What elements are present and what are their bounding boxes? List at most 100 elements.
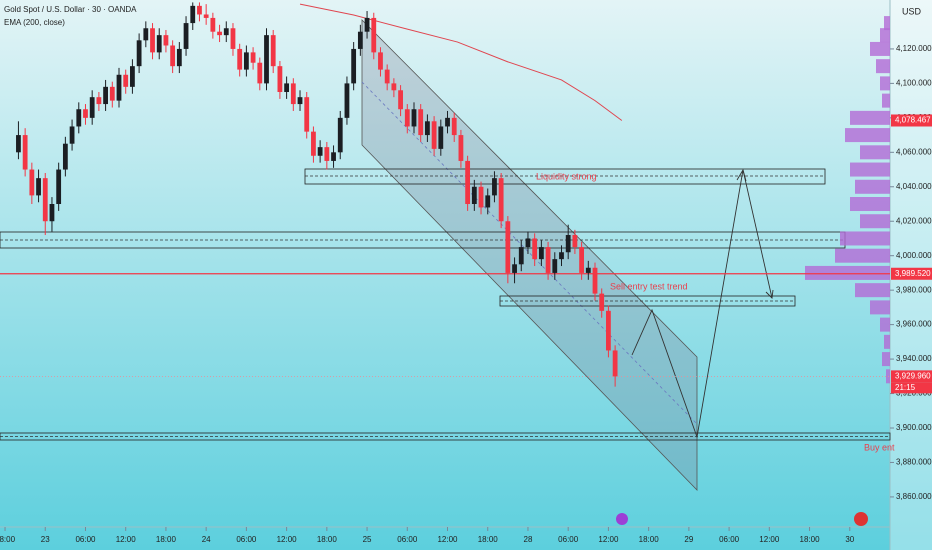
candle-body — [545, 247, 551, 273]
candle-body — [36, 178, 41, 196]
candle-body — [378, 52, 383, 70]
series-layer — [0, 2, 890, 387]
candle-body — [103, 86, 108, 105]
candle-body — [136, 40, 142, 67]
x-tick-label: 29 — [684, 535, 693, 544]
candle-body — [237, 48, 243, 70]
volume-bar — [860, 145, 890, 160]
candle-body — [123, 74, 129, 87]
candle-body — [217, 31, 222, 36]
liquidity-zone — [304, 168, 826, 185]
candle-body — [351, 48, 357, 84]
volume-bar — [880, 28, 890, 43]
flag-icon[interactable] — [854, 512, 868, 526]
volume-bar — [835, 248, 890, 263]
volume-bar — [880, 317, 890, 332]
candle-body — [398, 90, 403, 110]
x-tick-label: 24 — [202, 535, 211, 544]
candle-body — [525, 238, 531, 248]
candle-body — [284, 83, 290, 93]
candle-body — [290, 83, 296, 105]
candle-body — [465, 160, 471, 205]
price-label-bg — [891, 114, 932, 127]
candle-body — [505, 221, 511, 273]
buy-zone — [0, 432, 891, 441]
candle-body — [337, 117, 343, 153]
candle-body — [565, 235, 571, 253]
volume-bar — [845, 128, 890, 143]
symbol-title[interactable]: Gold Spot / U.S. Dollar · 30 · OANDA — [4, 5, 137, 14]
candle-body — [532, 238, 538, 260]
volume-bar — [840, 231, 890, 246]
x-tick-label: 23 — [41, 535, 50, 544]
channel-midline — [361, 81, 698, 425]
candle-body — [485, 195, 491, 208]
candle-body — [331, 152, 336, 161]
y-tick-label: 4,020.000 — [896, 216, 932, 225]
event-icon[interactable] — [616, 513, 628, 525]
candle-body — [384, 69, 390, 84]
candle-body — [612, 350, 618, 377]
x-tick-label: 25 — [363, 535, 372, 544]
x-tick-label: 18:00 — [0, 535, 16, 544]
candle-body — [264, 35, 269, 84]
price-label-bg — [891, 370, 932, 383]
volume-bar — [882, 352, 890, 367]
candle-body — [257, 62, 263, 84]
x-tick-label: 06:00 — [236, 535, 257, 544]
annotation: Buy ent — [864, 442, 895, 452]
candle-body — [176, 48, 182, 67]
candle-body — [592, 267, 598, 294]
volume-bar — [855, 179, 890, 194]
candle-body — [471, 186, 477, 205]
x-tick-label: 12:00 — [598, 535, 619, 544]
price-label: 4,078.467 — [895, 116, 931, 125]
candle-body — [304, 97, 310, 132]
indicator-label[interactable]: EMA (200, close) — [4, 18, 65, 27]
candle-body — [344, 83, 350, 118]
countdown: 21:15 — [895, 383, 916, 392]
x-tick-label: 12:00 — [277, 535, 298, 544]
y-tick-label: 4,000.000 — [896, 251, 932, 260]
candle-body — [451, 117, 457, 136]
candle-body — [324, 147, 330, 161]
y-tick-label: 4,120.000 — [896, 44, 932, 53]
volume-bar — [850, 197, 890, 212]
countdown-bg — [891, 382, 932, 394]
arrow-heads — [736, 168, 774, 299]
candle-body — [357, 31, 363, 49]
x-tick-label: 06:00 — [397, 535, 418, 544]
candle-body — [498, 178, 504, 222]
candle-body — [130, 66, 135, 87]
volume-bar — [860, 214, 890, 229]
candle-body — [29, 169, 35, 196]
price-label: 3,929.960 — [895, 371, 931, 380]
volume-bar — [880, 76, 890, 91]
candle-body — [183, 23, 189, 49]
y-tick-label: 3,940.000 — [896, 354, 932, 363]
volume-bar — [870, 41, 890, 56]
projection-path — [631, 169, 773, 439]
candle-body — [552, 259, 558, 273]
candle-body — [364, 17, 370, 32]
candle-body — [250, 52, 256, 63]
candle-body — [606, 310, 611, 351]
volume-bar — [884, 334, 890, 349]
annotation: Liquidity strong — [536, 171, 597, 181]
x-tick-label: 18:00 — [639, 535, 660, 544]
volume-bar — [850, 110, 890, 125]
x-tick-label: 12:00 — [116, 535, 137, 544]
candle-body — [492, 178, 497, 196]
candle-body — [69, 126, 75, 144]
candle-body — [512, 264, 517, 273]
volume-bar — [876, 59, 890, 74]
y-tick-label: 3,980.000 — [896, 285, 932, 294]
candle-body — [478, 186, 484, 208]
candle-body — [518, 247, 524, 265]
candle-body — [404, 109, 410, 127]
candle-body — [445, 117, 450, 127]
y-tick-label: 4,060.000 — [896, 147, 932, 156]
candle-body — [538, 247, 544, 260]
